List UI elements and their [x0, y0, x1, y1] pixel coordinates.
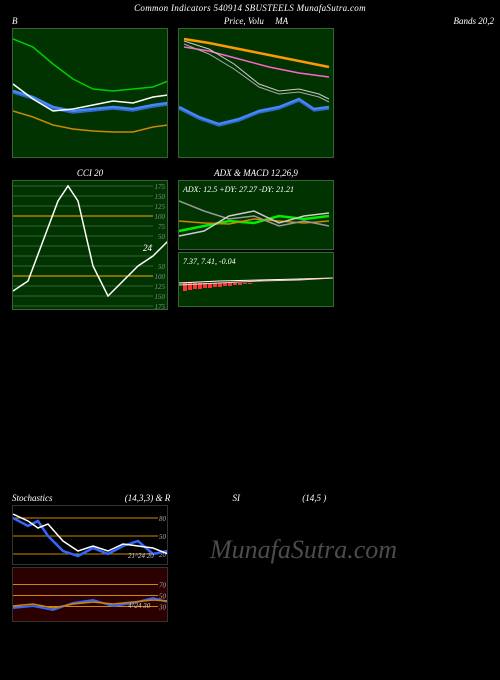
svg-text:70: 70 — [159, 582, 167, 590]
svg-text:175: 175 — [155, 183, 166, 191]
svg-text:100: 100 — [155, 213, 166, 221]
cci-chart: 175 150 125 100 75 50 50 100 125 150 175 24 — [12, 180, 168, 310]
svg-text:125: 125 — [155, 283, 166, 291]
cci-panel: CCI 20 17515012510075505010012515017524 — [12, 180, 168, 310]
stoch-rsi-panel: Stochastics (14,3,3) & R SI (14,5 ) 8050… — [12, 505, 168, 622]
svg-text:4^24 30: 4^24 30 — [128, 602, 151, 610]
svg-text:50: 50 — [158, 233, 166, 241]
svg-text:21^24 20: 21^24 20 — [128, 552, 154, 560]
bands-label-panel: Bands 20,2 — [334, 28, 474, 158]
bollinger-panel: B — [12, 28, 168, 158]
adx-macd-title: ADX & MACD 12,26,9 — [178, 168, 334, 178]
svg-text:125: 125 — [155, 203, 166, 211]
page-header: Common Indicators 540914 SBUSTEELS Munaf… — [0, 0, 500, 16]
row-3: Stochastics (14,3,3) & R SI (14,5 ) 8050… — [12, 505, 168, 622]
watermark: MunafaSutra.com — [210, 535, 397, 565]
row-2: CCI 20 17515012510075505010012515017524 … — [12, 180, 334, 310]
svg-text:7.37, 7.41, -0.04: 7.37, 7.41, -0.04 — [183, 257, 236, 266]
bollinger-chart — [12, 28, 168, 158]
rsi-chart: 7050304^24 30 — [12, 567, 168, 622]
header-text: ommon Indicators 540914 SBUSTEELS Munafa… — [140, 3, 365, 13]
row-1: B Price, Volu MA Bands 20,2 — [12, 28, 474, 158]
bollinger-title: B — [12, 16, 168, 26]
price-ma-panel: Price, Volu MA — [178, 28, 334, 158]
svg-text:150: 150 — [155, 293, 166, 301]
svg-text:175: 175 — [155, 303, 166, 310]
price-ma-title: Price, Volu MA — [178, 16, 334, 26]
adx-macd-panel: ADX & MACD 12,26,9 ADX: 12.5 +DY: 27.27 … — [178, 180, 334, 310]
adx-chart: ADX: 12.5 +DY: 27.27 -DY: 21.21 — [178, 180, 334, 250]
cci-title: CCI 20 — [12, 168, 168, 178]
svg-text:80: 80 — [159, 515, 167, 523]
svg-text:24: 24 — [143, 243, 153, 253]
stoch-title: Stochastics (14,3,3) & R SI (14,5 ) — [12, 493, 482, 503]
svg-text:75: 75 — [158, 223, 166, 231]
bands-title: Bands 20,2 — [354, 16, 494, 26]
svg-text:50: 50 — [159, 533, 167, 541]
price-ma-chart — [178, 28, 334, 158]
svg-text:50: 50 — [158, 263, 166, 271]
svg-text:100: 100 — [155, 273, 166, 281]
svg-text:150: 150 — [155, 193, 166, 201]
macd-chart: 7.37, 7.41, -0.04 — [178, 252, 334, 307]
stoch-chart: 80502021^24 20 — [12, 505, 168, 565]
svg-text:ADX: 12.5 +DY: 27.27 -DY: 21.2: ADX: 12.5 +DY: 27.27 -DY: 21.21 — [182, 185, 294, 194]
svg-text:30: 30 — [158, 604, 167, 612]
